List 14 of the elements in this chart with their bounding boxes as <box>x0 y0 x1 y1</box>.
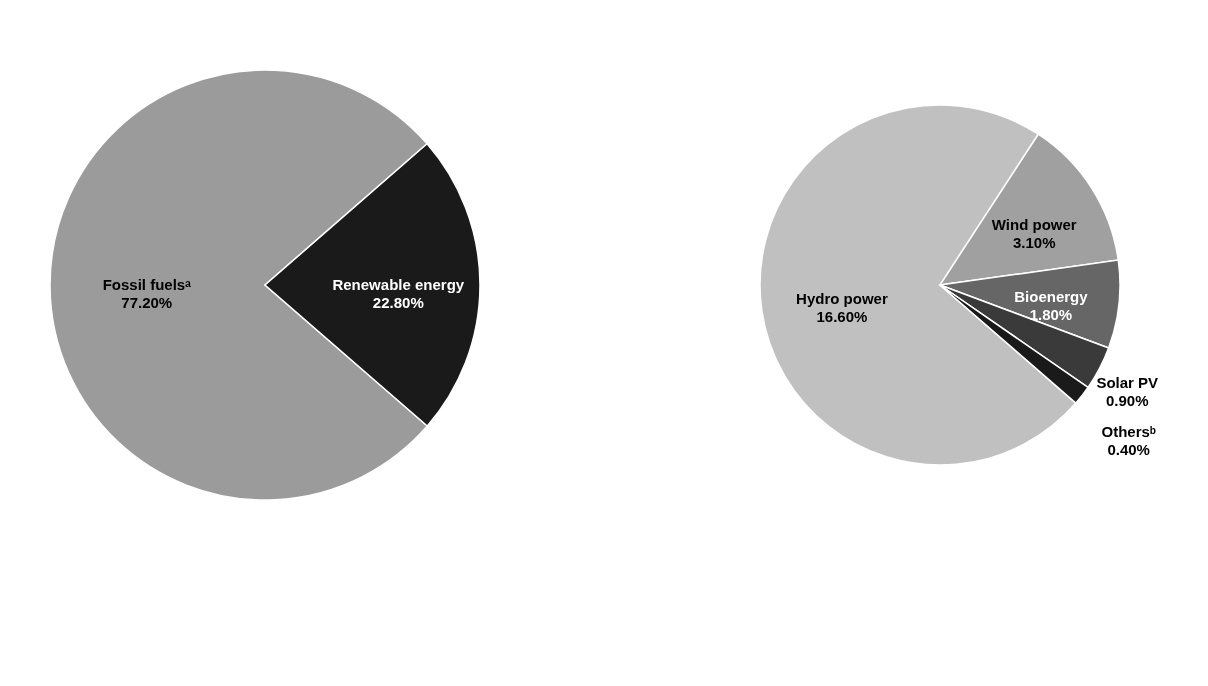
slice-label: Wind power <box>991 216 1077 234</box>
data-label: 0.40% <box>1107 440 1150 458</box>
slice-label: Othersᵇ <box>1101 422 1156 440</box>
slice-label: Fossil fuelsᵃ <box>102 276 192 294</box>
data-label: 3.10% <box>1012 234 1056 252</box>
data-label: 16.60% <box>816 307 868 325</box>
slice-label: Solar PV <box>1096 373 1159 391</box>
slice-label: Hydro power <box>796 289 888 307</box>
data-label: 77.20% <box>121 294 173 312</box>
slice-label: Renewable energy <box>332 275 465 293</box>
data-label: 1.80% <box>1029 306 1073 324</box>
data-label: 22.80% <box>372 293 424 311</box>
slice-label: Bioenergy <box>1014 288 1089 306</box>
data-label: 0.90% <box>1105 391 1149 409</box>
